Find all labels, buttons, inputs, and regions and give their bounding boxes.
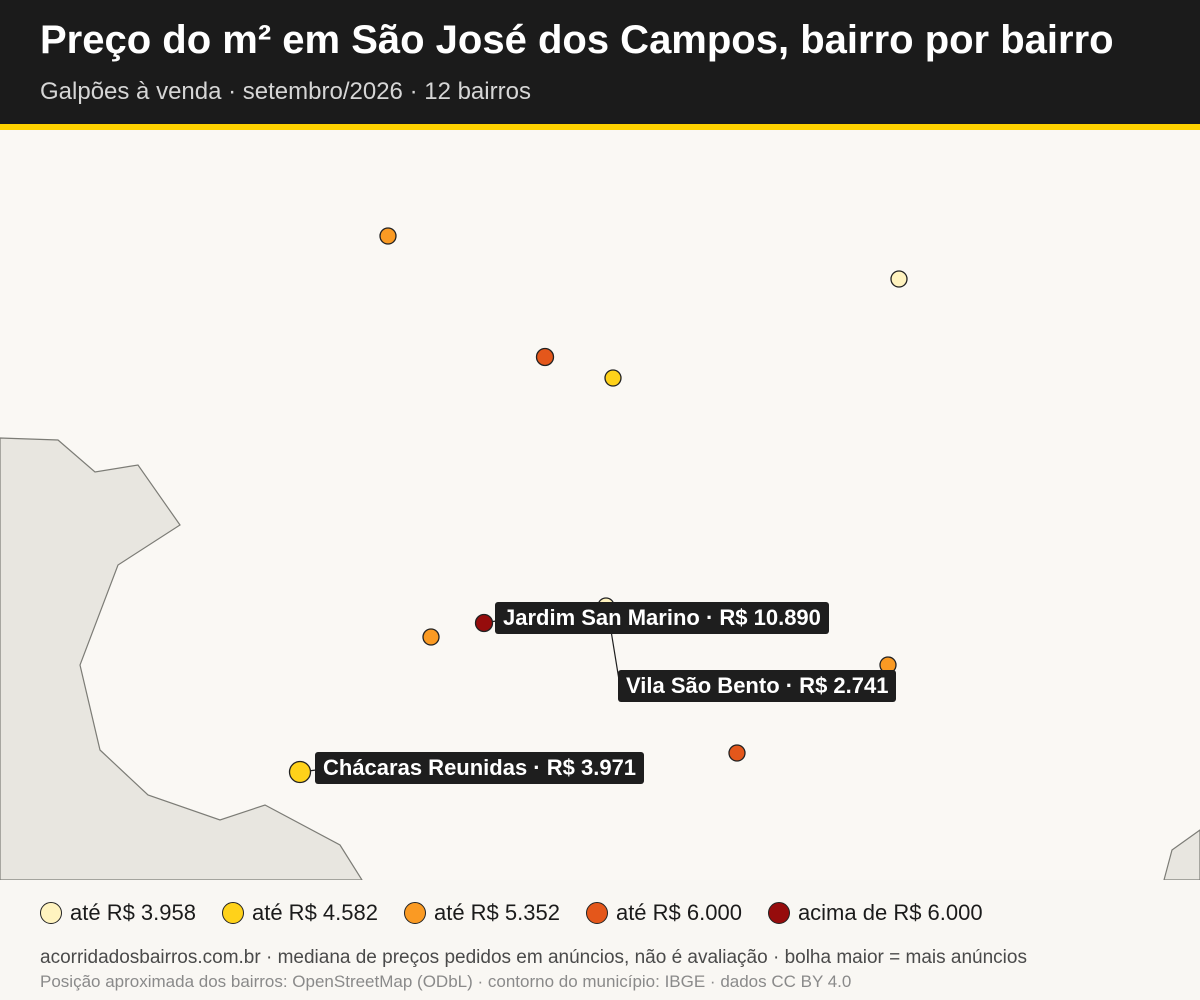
- neighborhood-bubble[interactable]: [535, 347, 555, 367]
- legend-item-bucket-5: acima de R$ 6.000: [767, 900, 983, 926]
- header-bar: Preço do m² em São José dos Campos, bair…: [0, 0, 1200, 124]
- neighborhood-bubble[interactable]: [890, 270, 908, 288]
- methodology-note: acorridadosbairros.com.br · mediana de p…: [40, 947, 1027, 968]
- header-accent-rule: [0, 124, 1200, 130]
- legend-label-bucket-2: até R$ 4.582: [251, 900, 378, 925]
- legend-label-bucket-5: acima de R$ 6.000: [797, 900, 983, 925]
- page-subtitle: Galpões à venda · setembro/2026 · 12 bai…: [40, 78, 531, 105]
- legend-swatch-bucket-3: [403, 902, 426, 924]
- legend-swatch-bucket-1: [40, 902, 62, 924]
- neighborhood-bubble[interactable]: [422, 628, 440, 646]
- price-legend: até R$ 3.958 até R$ 4.582 até R$ 5.352 a…: [40, 896, 1009, 930]
- outside-municipality-area-right: [1163, 829, 1200, 880]
- callout-vila-sao-bento: Vila São Bento · R$ 2.741: [618, 670, 897, 702]
- legend-item-bucket-1: até R$ 3.958: [40, 900, 196, 926]
- outside-municipality-area-left: [0, 437, 363, 880]
- legend-label-bucket-3: até R$ 5.352: [433, 900, 560, 925]
- legend-label-bucket-4: até R$ 6.000: [615, 900, 742, 925]
- page-title: Preço do m² em São José dos Campos, bair…: [40, 18, 1114, 62]
- legend-item-bucket-3: até R$ 5.352: [403, 900, 560, 926]
- callout-chacaras-reunidas: Chácaras Reunidas · R$ 3.971: [315, 752, 645, 784]
- legend-swatch-bucket-2: [221, 902, 244, 924]
- legend-item-bucket-4: até R$ 6.000: [585, 900, 742, 926]
- map-area[interactable]: Jardim San Marino · R$ 10.890 Vila São B…: [0, 130, 1200, 880]
- map-canvas: [0, 227, 1200, 880]
- source-credits: Posição aproximada dos bairros: OpenStre…: [40, 972, 852, 991]
- legend-label-bucket-1: até R$ 3.958: [70, 900, 196, 925]
- legend-swatch-bucket-5: [767, 902, 790, 924]
- neighborhood-bubble[interactable]: [474, 613, 494, 633]
- neighborhood-bubble[interactable]: [288, 760, 312, 784]
- legend-item-bucket-2: até R$ 4.582: [221, 900, 378, 926]
- callout-jardim-san-marino: Jardim San Marino · R$ 10.890: [495, 602, 829, 634]
- neighborhood-bubble[interactable]: [379, 227, 397, 245]
- neighborhood-bubble[interactable]: [728, 744, 746, 762]
- neighborhood-bubble[interactable]: [604, 369, 622, 387]
- legend-swatch-bucket-4: [585, 902, 608, 924]
